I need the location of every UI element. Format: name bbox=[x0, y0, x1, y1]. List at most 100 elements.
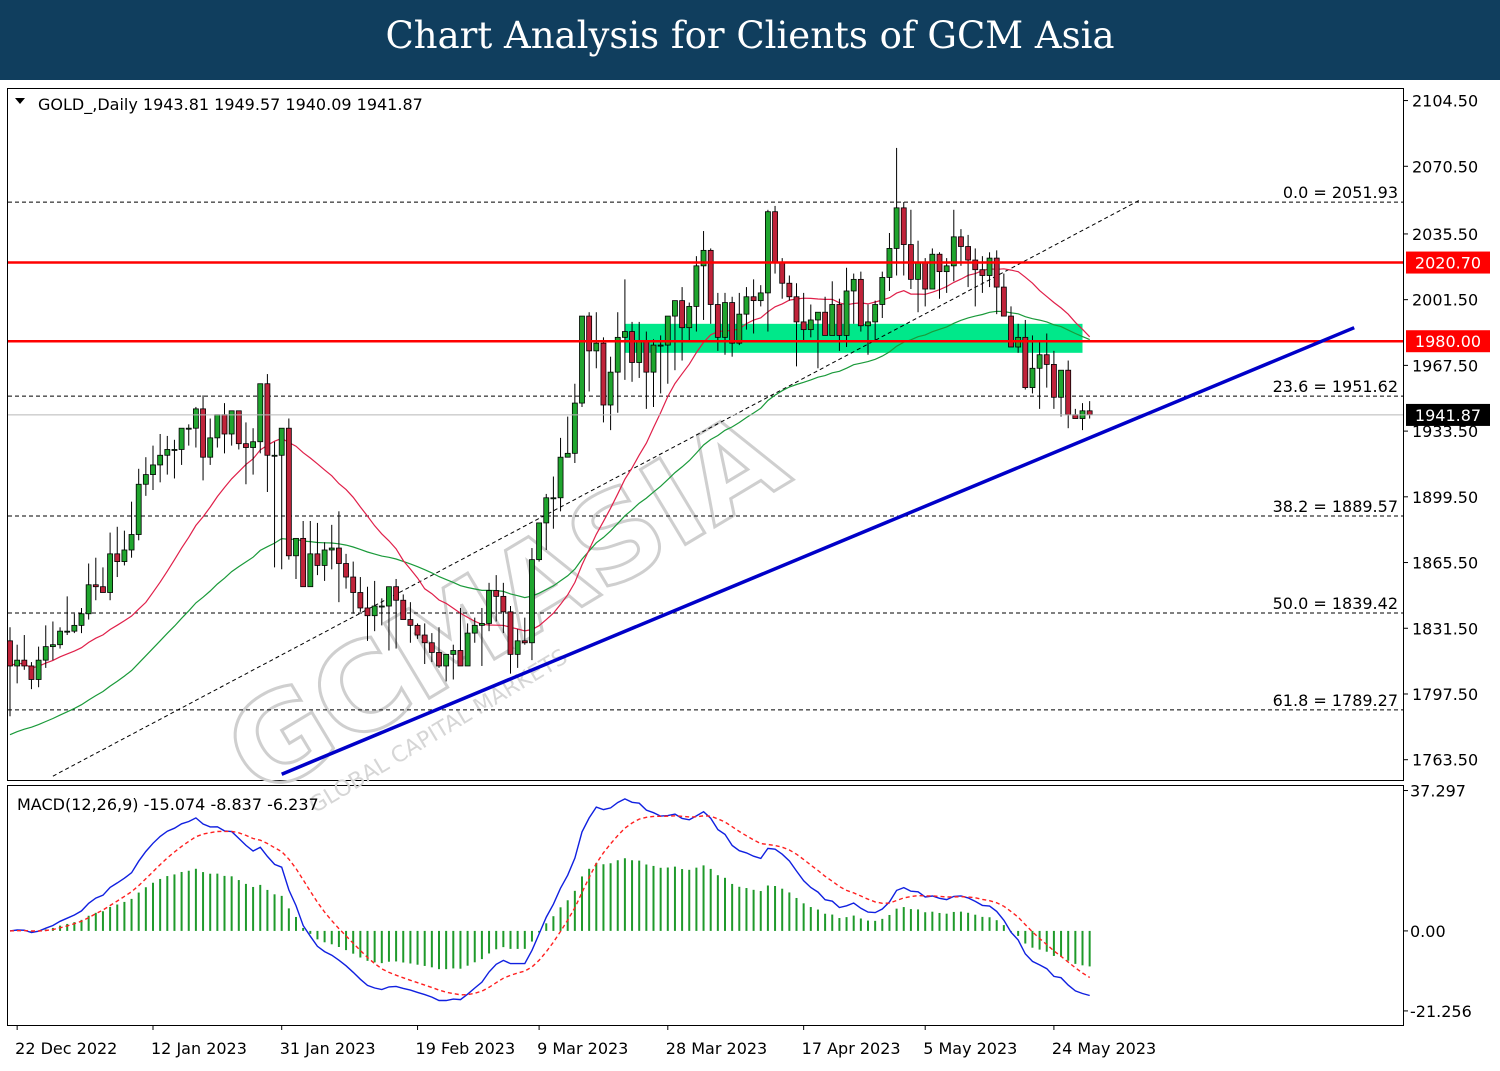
candle-bearish bbox=[1000, 286, 1007, 317]
candle-bullish bbox=[64, 630, 71, 633]
candle-bearish bbox=[958, 236, 964, 247]
candle-bearish bbox=[421, 634, 428, 644]
candle-bearish bbox=[1051, 364, 1057, 398]
candle-bullish bbox=[879, 277, 886, 305]
level-price-tag bbox=[1406, 330, 1490, 353]
candle-bearish bbox=[1022, 336, 1029, 389]
candle-bullish bbox=[128, 534, 135, 551]
candle-bearish bbox=[21, 659, 28, 667]
candle-bullish bbox=[42, 646, 49, 661]
candle-bullish bbox=[371, 605, 378, 617]
candle-bullish bbox=[529, 559, 535, 644]
candle-bearish bbox=[600, 342, 607, 406]
candle-bullish bbox=[450, 650, 457, 655]
candle-bullish bbox=[579, 315, 585, 404]
candle-bullish bbox=[192, 408, 199, 429]
candle-bullish bbox=[829, 304, 836, 336]
y-tick-label: 1899.50 bbox=[1412, 488, 1478, 507]
candle-bearish bbox=[1086, 410, 1093, 416]
candle-bearish bbox=[836, 304, 843, 336]
x-tick-label: 22 Dec 2022 bbox=[15, 1039, 117, 1058]
candle-bullish bbox=[321, 549, 328, 566]
candle-bullish bbox=[872, 304, 879, 323]
candle-bearish bbox=[314, 553, 321, 566]
candle-bearish bbox=[750, 296, 757, 302]
candle-bullish bbox=[657, 344, 664, 347]
candle-bearish bbox=[343, 563, 349, 578]
candle-bullish bbox=[157, 454, 164, 466]
candle-bullish bbox=[815, 311, 821, 321]
candle-bullish bbox=[1058, 369, 1064, 398]
price-panel-title: GOLD_,Daily 1943.81 1949.57 1940.09 1941… bbox=[38, 95, 423, 115]
candle-bullish bbox=[307, 553, 314, 588]
candle-bullish bbox=[142, 474, 149, 485]
candle-bullish bbox=[543, 497, 550, 524]
candle-bullish bbox=[893, 207, 900, 249]
candle-bearish bbox=[521, 640, 528, 644]
candle-bullish bbox=[50, 644, 56, 648]
y-tick-label: 2001.50 bbox=[1412, 291, 1478, 310]
candle-bullish bbox=[986, 257, 993, 276]
candle-bullish bbox=[593, 342, 600, 352]
candle-bearish bbox=[357, 592, 364, 609]
candle-bullish bbox=[636, 340, 643, 363]
candle-bearish bbox=[364, 607, 371, 617]
candle-bearish bbox=[786, 282, 793, 298]
candle-bearish bbox=[400, 599, 407, 620]
candle-bullish bbox=[486, 590, 492, 624]
candle-bullish bbox=[743, 296, 750, 315]
level-price-tag-text: 2020.70 bbox=[1415, 254, 1481, 273]
candle-bearish bbox=[264, 383, 271, 456]
y-tick-label: 1763.50 bbox=[1412, 751, 1478, 770]
candle-bearish bbox=[779, 261, 786, 284]
candle-bullish bbox=[185, 427, 192, 430]
candle-bullish bbox=[57, 630, 63, 646]
candle-bearish bbox=[1065, 369, 1072, 416]
candle-bullish bbox=[214, 414, 221, 439]
candle-bearish bbox=[714, 304, 721, 338]
candle-bearish bbox=[1043, 354, 1050, 365]
last-price-tag bbox=[1406, 403, 1490, 426]
candle-bullish bbox=[378, 605, 385, 608]
y-tick-label: 1831.50 bbox=[1412, 619, 1478, 638]
candle-bullish bbox=[843, 290, 850, 336]
candle-bearish bbox=[235, 410, 242, 445]
macd-panel-title: MACD(12,26,9) -15.074 -8.837 -6.237 bbox=[17, 795, 319, 814]
candle-bullish bbox=[865, 321, 871, 327]
candle-bearish bbox=[972, 259, 979, 271]
x-tick-label: 19 Feb 2023 bbox=[416, 1039, 516, 1058]
macd-layer: 22 Dec 2022 12 Jan 2023 31 Jan 2023 19 Feb … bbox=[9, 782, 1472, 1058]
candle-bullish bbox=[328, 547, 335, 551]
fib-level-label: 50.0 = 1839.42 bbox=[1273, 594, 1398, 613]
candle-bullish bbox=[71, 624, 78, 632]
ma-red-line bbox=[9, 268, 1091, 669]
candle-bullish bbox=[1036, 354, 1043, 369]
x-tick-label: 28 Mar 2023 bbox=[666, 1039, 767, 1058]
y-tick-label: 1797.50 bbox=[1412, 685, 1478, 704]
x-tick-label: 5 May 2023 bbox=[923, 1039, 1017, 1058]
candle-bullish bbox=[386, 586, 392, 607]
candle-bearish bbox=[993, 257, 1000, 288]
macd-main-line bbox=[9, 798, 1090, 1002]
candle-bullish bbox=[78, 613, 85, 626]
dropdown-triangle-icon[interactable] bbox=[15, 98, 25, 104]
candle-bearish bbox=[28, 665, 35, 680]
candle-bearish bbox=[500, 595, 507, 613]
candle-bearish bbox=[428, 642, 435, 653]
candle-bullish bbox=[171, 449, 178, 451]
candle-bearish bbox=[243, 443, 249, 448]
candle-bullish bbox=[257, 383, 264, 443]
candle-bullish bbox=[736, 313, 743, 344]
price-layer: 0.0 = 2051.93 23.6 = 1951.62 38.2 = 1889.5… bbox=[7, 92, 1490, 777]
y-tick-label: 1865.50 bbox=[1412, 554, 1478, 573]
candle-bullish bbox=[915, 261, 921, 280]
fib-level-label: 23.6 = 1951.62 bbox=[1273, 377, 1398, 396]
y-tick-label: 2104.50 bbox=[1412, 92, 1478, 111]
x-tick-label: 17 Apr 2023 bbox=[802, 1039, 901, 1058]
x-tick-label: 24 May 2023 bbox=[1052, 1039, 1156, 1058]
candle-bearish bbox=[200, 408, 206, 458]
x-tick-label: 12 Jan 2023 bbox=[151, 1039, 247, 1058]
candle-bearish bbox=[979, 269, 986, 276]
candle-bullish bbox=[278, 427, 285, 456]
candle-bullish bbox=[228, 410, 235, 435]
